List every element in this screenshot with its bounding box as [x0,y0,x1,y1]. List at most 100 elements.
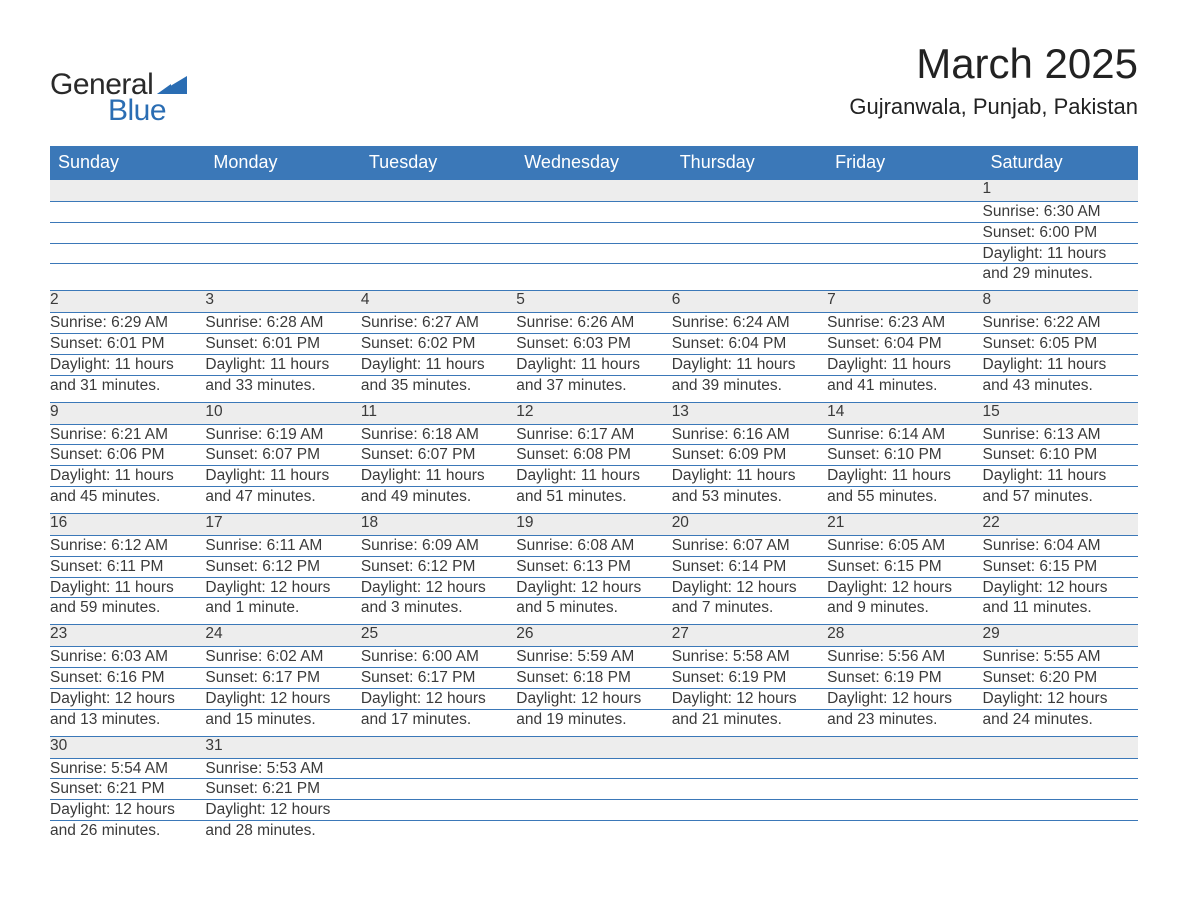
detail-cell: Sunrise: 6:24 AM [672,313,827,334]
location-text: Gujranwala, Punjab, Pakistan [849,94,1138,120]
detail-cell: and 45 minutes. [50,487,205,514]
day-number-cell [983,736,1138,758]
detail-cell [827,202,982,223]
detail-cell: Sunrise: 6:16 AM [672,424,827,445]
daynum-row: 16171819202122 [50,513,1138,535]
detail-cell: Sunrise: 6:18 AM [361,424,516,445]
detail-row: Sunrise: 5:54 AMSunrise: 5:53 AM [50,758,1138,779]
detail-cell: Daylight: 11 hours [983,466,1138,487]
day-number-cell: 15 [983,402,1138,424]
detail-cell [205,243,360,264]
detail-cell: and 21 minutes. [672,709,827,736]
detail-row: Sunset: 6:21 PMSunset: 6:21 PM [50,779,1138,800]
daynum-row: 3031 [50,736,1138,758]
detail-cell: Sunset: 6:15 PM [983,556,1138,577]
detail-cell [827,779,982,800]
detail-cell [361,202,516,223]
detail-cell: Sunrise: 6:09 AM [361,535,516,556]
detail-cell: Sunset: 6:18 PM [516,668,671,689]
detail-row: Sunset: 6:01 PMSunset: 6:01 PMSunset: 6:… [50,334,1138,355]
day-number-cell: 16 [50,513,205,535]
day-number-cell [827,180,982,202]
calendar-table: SundayMondayTuesdayWednesdayThursdayFrid… [50,146,1138,847]
detail-cell [516,264,671,291]
detail-row: Sunset: 6:06 PMSunset: 6:07 PMSunset: 6:… [50,445,1138,466]
detail-cell: Daylight: 11 hours [983,354,1138,375]
detail-cell: and 13 minutes. [50,709,205,736]
detail-cell: Sunset: 6:19 PM [827,668,982,689]
detail-cell [361,779,516,800]
detail-cell: Sunrise: 6:30 AM [983,202,1138,223]
detail-cell: and 39 minutes. [672,375,827,402]
detail-cell: Daylight: 11 hours [205,354,360,375]
detail-cell: Sunset: 6:04 PM [672,334,827,355]
detail-cell: Sunset: 6:07 PM [361,445,516,466]
day-number-cell: 3 [205,291,360,313]
detail-cell: Sunrise: 6:19 AM [205,424,360,445]
detail-cell: Sunrise: 6:29 AM [50,313,205,334]
detail-cell: Daylight: 12 hours [205,800,360,821]
detail-cell: Sunset: 6:04 PM [827,334,982,355]
day-number-cell: 20 [672,513,827,535]
day-number-cell [361,180,516,202]
day-number-cell: 24 [205,625,360,647]
detail-cell: and 55 minutes. [827,487,982,514]
detail-cell: Daylight: 11 hours [672,354,827,375]
day-number-cell: 26 [516,625,671,647]
detail-cell: and 11 minutes. [983,598,1138,625]
detail-cell: and 7 minutes. [672,598,827,625]
detail-row: Sunset: 6:16 PMSunset: 6:17 PMSunset: 6:… [50,668,1138,689]
detail-cell: Daylight: 11 hours [50,466,205,487]
detail-cell [827,758,982,779]
detail-cell: Sunrise: 6:28 AM [205,313,360,334]
page-title: March 2025 [849,40,1138,88]
detail-cell: and 26 minutes. [50,821,205,847]
detail-cell: and 47 minutes. [205,487,360,514]
detail-cell: and 35 minutes. [361,375,516,402]
detail-cell: Sunset: 6:15 PM [827,556,982,577]
detail-cell [361,243,516,264]
detail-cell: and 9 minutes. [827,598,982,625]
detail-cell [983,758,1138,779]
day-number-cell: 1 [983,180,1138,202]
day-number-cell: 8 [983,291,1138,313]
detail-row: Daylight: 11 hours [50,243,1138,264]
detail-cell: Daylight: 11 hours [516,354,671,375]
detail-cell: Sunrise: 6:27 AM [361,313,516,334]
detail-row: Daylight: 11 hoursDaylight: 11 hoursDayl… [50,354,1138,375]
detail-cell: Sunset: 6:12 PM [205,556,360,577]
weekday-header: Wednesday [516,146,671,180]
detail-cell: Sunset: 6:21 PM [205,779,360,800]
detail-cell: Daylight: 12 hours [827,688,982,709]
day-number-cell: 7 [827,291,982,313]
detail-cell: and 23 minutes. [827,709,982,736]
title-block: March 2025 Gujranwala, Punjab, Pakistan [849,40,1138,120]
detail-row: Sunrise: 6:03 AMSunrise: 6:02 AMSunrise:… [50,647,1138,668]
detail-cell [672,222,827,243]
detail-cell: and 19 minutes. [516,709,671,736]
detail-cell [361,800,516,821]
detail-cell: Daylight: 11 hours [672,466,827,487]
detail-cell [672,821,827,847]
day-number-cell: 22 [983,513,1138,535]
detail-cell [672,779,827,800]
daynum-row: 23242526272829 [50,625,1138,647]
detail-cell: Sunrise: 6:00 AM [361,647,516,668]
logo-word-blue: Blue [108,94,166,128]
day-number-cell: 4 [361,291,516,313]
detail-cell: Sunset: 6:02 PM [361,334,516,355]
day-number-cell: 18 [361,513,516,535]
detail-cell: Daylight: 11 hours [827,354,982,375]
detail-cell: Daylight: 12 hours [672,688,827,709]
detail-cell: Daylight: 12 hours [827,577,982,598]
detail-cell: Sunset: 6:17 PM [361,668,516,689]
detail-cell [983,779,1138,800]
detail-cell [983,821,1138,847]
day-number-cell: 10 [205,402,360,424]
detail-cell: Daylight: 12 hours [205,688,360,709]
day-number-cell: 2 [50,291,205,313]
detail-cell: Daylight: 12 hours [50,688,205,709]
detail-row: Daylight: 12 hoursDaylight: 12 hours [50,800,1138,821]
detail-cell: Daylight: 11 hours [516,466,671,487]
day-number-cell: 17 [205,513,360,535]
